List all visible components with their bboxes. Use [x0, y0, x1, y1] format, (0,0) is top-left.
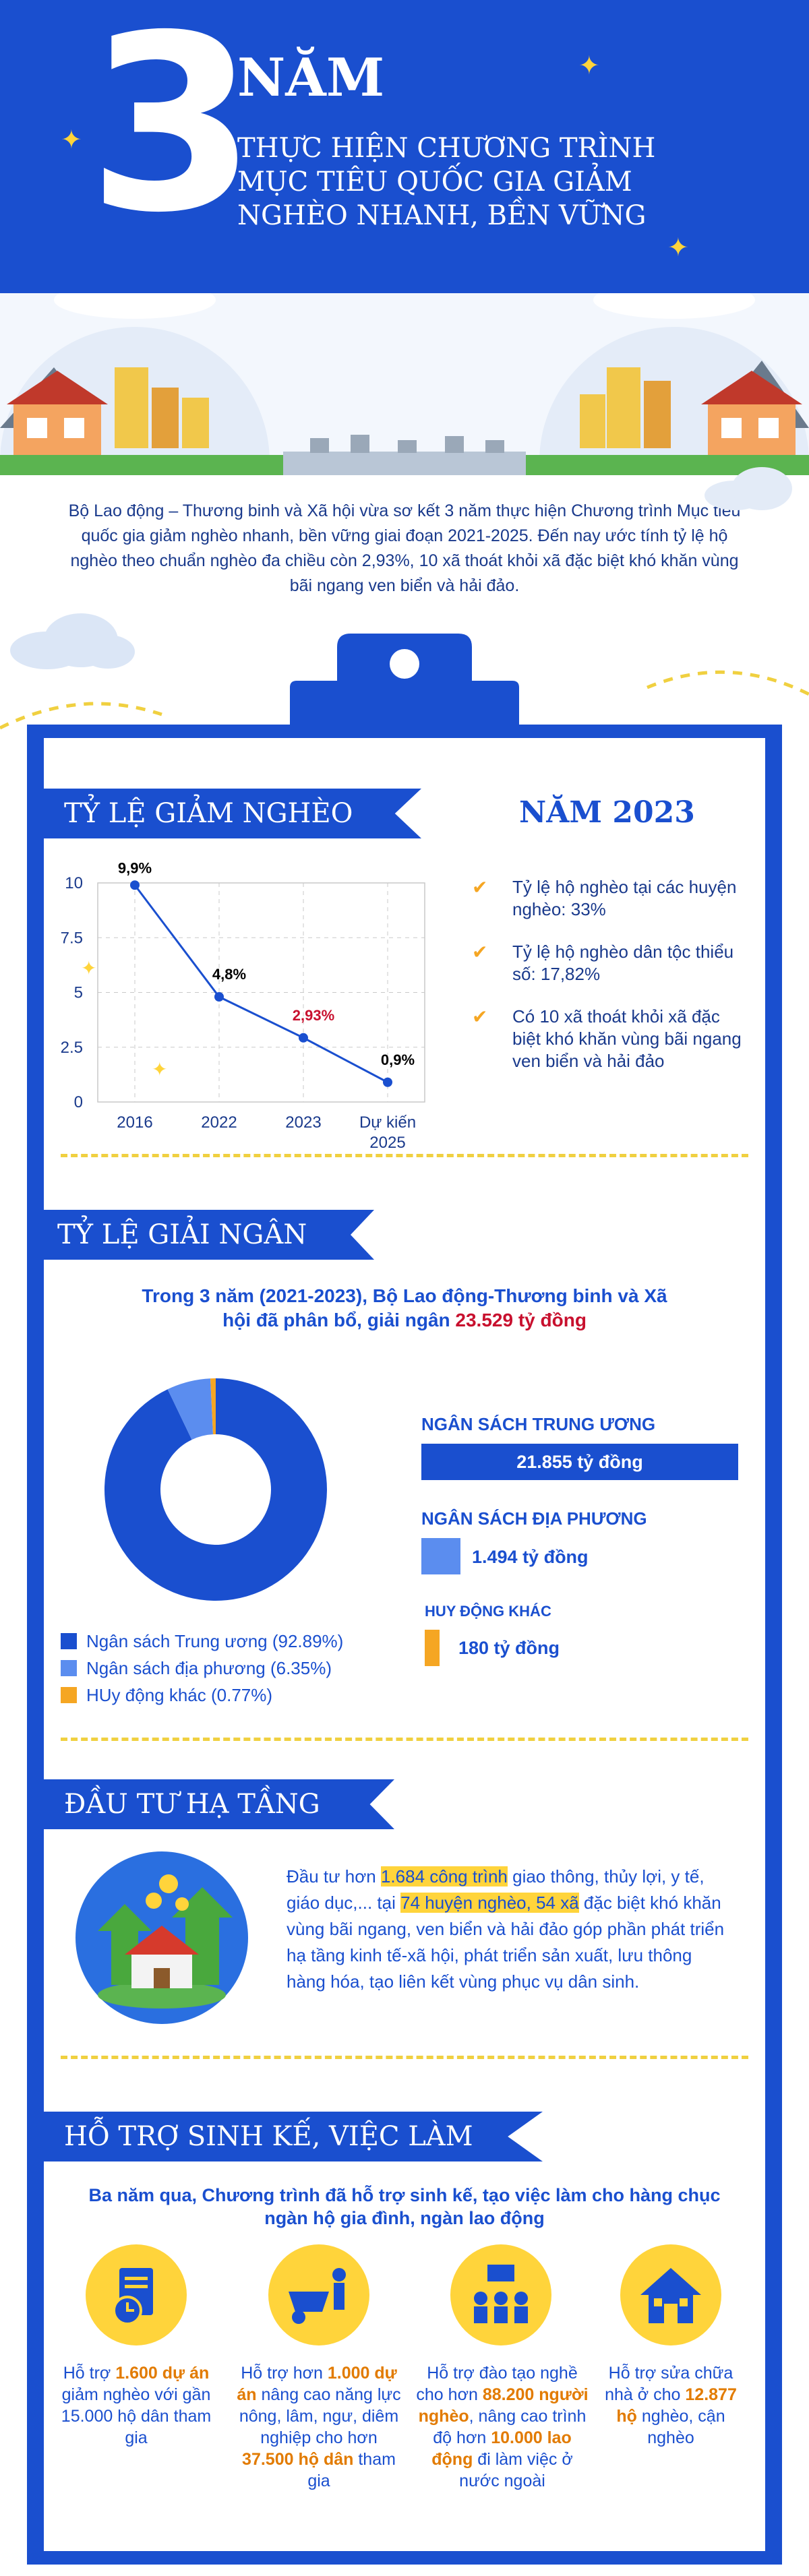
bar-other-funds	[425, 1630, 440, 1666]
support-text: Hỗ trợ sửa chữa nhà ở cho 12.877 hộ nghè…	[605, 2364, 737, 2447]
data-label: 2,93%	[293, 1007, 334, 1024]
bar-label: HUY ĐỘNG KHÁC	[425, 1603, 551, 1620]
section-title-disbursement: TỶ LỆ GIẢI NGÂN	[37, 1210, 374, 1260]
data-label: 4,8%	[212, 966, 246, 983]
donut-slice	[104, 1378, 327, 1601]
poverty-line-chart: 0 2.5 5 7.5 10 9,9% 4,8% 2,93% 0,9% 2016 2022 2023 D…	[61, 859, 425, 1152]
bar-local-budget	[421, 1538, 460, 1574]
divider	[61, 1154, 748, 1157]
x-tick-label: 2025	[369, 1134, 405, 1152]
infrastructure-text: Đầu tư hơn 1.684 công trình giao thông, …	[287, 1866, 725, 1992]
support-text: Hỗ trợ đào tạo nghề cho hơn 88.200 người…	[416, 2364, 589, 2490]
donut-legend: Ngân sách Trung ương (92.89%) Ngân sách …	[61, 1628, 343, 1709]
hero-banner	[0, 0, 809, 293]
highlight-projects: 1.684 công trình	[380, 1866, 508, 1887]
stat-text: Tỷ lệ hộ nghèo dân tộc thiểu số: 17,82%	[512, 942, 734, 984]
wheelbarrow-worker-icon	[268, 2244, 369, 2345]
series-line	[133, 884, 388, 1084]
section-title-infrastructure: ĐẦU TƯ HẠ TẦNG	[44, 1779, 394, 1829]
y-tick-label: 2.5	[61, 1039, 83, 1057]
bar-value: 180 tỷ đồng	[458, 1638, 560, 1658]
bar-label: NGÂN SÁCH TRUNG ƯƠNG	[421, 1414, 656, 1434]
page-title: THỰC HIỆN CHƯƠNG TRÌNH MỤC TIÊU QUỐC GIA…	[237, 133, 656, 231]
list-item: ✔ Có 10 xã thoát khỏi xã đặc biệt khó kh…	[472, 1006, 742, 1072]
y-tick-label: 10	[65, 874, 83, 892]
training-group-icon	[450, 2244, 551, 2345]
y-tick-label: 7.5	[61, 929, 83, 947]
cloud-icon	[701, 465, 796, 512]
big-number: 3	[88, 0, 257, 266]
highlight-districts: 74 huyện nghèo, 54 xã	[400, 1893, 579, 1913]
bar-central-budget: 21.855 tỷ đồng	[421, 1444, 738, 1480]
legend-item: HUy động khác (0.77%)	[61, 1682, 343, 1709]
donut-slice	[167, 1378, 214, 1440]
house-icon	[620, 2244, 721, 2345]
x-tick-label: 2022	[201, 1113, 237, 1132]
divider	[61, 1738, 748, 1741]
village-illustration	[0, 281, 809, 596]
year-word: NĂM	[237, 47, 385, 109]
legend-swatch	[61, 1633, 77, 1649]
total-amount: 23.529 tỷ đồng	[455, 1310, 587, 1330]
x-tick-label: 2023	[285, 1113, 321, 1132]
checkmark-icon: ✔	[472, 1006, 488, 1027]
data-label: 9,9%	[118, 859, 152, 876]
stat-text: Có 10 xã thoát khỏi xã đặc biệt khó khăn…	[512, 1006, 742, 1071]
x-tick-label: Dự kiến	[359, 1113, 416, 1132]
support-text: Hỗ trợ 1.600 dự án giảm nghèo với gần 15…	[61, 2364, 212, 2447]
legend-item: Ngân sách Trung ương (92.89%)	[61, 1628, 343, 1655]
data-label: 0,9%	[381, 1051, 415, 1068]
sparkle-icon: ✦	[61, 126, 82, 154]
livelihood-intro: Ba năm qua, Chương trình đã hỗ trợ sinh …	[88, 2185, 721, 2228]
y-tick-label: 5	[74, 984, 83, 1002]
disbursement-summary: Trong 3 năm (2021-2023), Bộ Lao động-Thư…	[142, 1285, 667, 1330]
list-item: ✔ Tỷ lệ hộ nghèo tại các huyện nghèo: 33…	[472, 876, 742, 921]
data-point	[214, 992, 224, 1002]
checkmark-icon: ✔	[472, 877, 488, 898]
dashed-curve	[0, 670, 809, 730]
section-title-livelihood: HỖ TRỢ SINH KẾ, VIỆC LÀM	[44, 2112, 543, 2161]
list-item: ✔ Tỷ lệ hộ nghèo dân tộc thiểu số: 17,82…	[472, 941, 742, 985]
stat-text: Tỷ lệ hộ nghèo tại các huyện nghèo: 33%	[512, 877, 737, 919]
sparkle-icon: ✦	[81, 958, 97, 979]
data-point	[299, 1033, 308, 1043]
section-title-poverty-rate: TỶ LỆ GIẢM NGHÈO	[44, 789, 421, 838]
divider	[61, 2056, 748, 2059]
y-tick-label: 0	[74, 1093, 83, 1111]
clip-icon	[290, 634, 519, 768]
sparkle-icon: ✦	[152, 1059, 168, 1080]
funding-donut-chart	[104, 1378, 327, 1601]
bar-value: 1.494 tỷ đồng	[472, 1547, 589, 1567]
x-tick-label: 2016	[117, 1113, 152, 1132]
document-clock-icon	[86, 2244, 187, 2345]
house-coins-icon	[74, 1850, 249, 2025]
bar-label: NGÂN SÁCH ĐỊA PHƯƠNG	[421, 1508, 647, 1529]
sparkle-icon: ✦	[667, 234, 689, 262]
legend-item: Ngân sách địa phương (6.35%)	[61, 1655, 343, 1682]
legend-swatch	[61, 1660, 77, 1676]
support-text: Hỗ trợ hơn 1.000 dự án nâng cao năng lực…	[237, 2364, 401, 2490]
data-point	[130, 880, 140, 890]
intro-paragraph: Bộ Lao động – Thương binh và Xã hội vừa …	[68, 501, 741, 595]
clipboard-paper	[44, 738, 765, 2551]
year-title: NĂM 2023	[519, 795, 695, 830]
donut-slice	[210, 1378, 216, 1435]
sparkle-icon: ✦	[578, 52, 600, 80]
legend-swatch	[61, 1687, 77, 1703]
data-point	[383, 1077, 392, 1087]
checkmark-icon: ✔	[472, 942, 488, 962]
stats-list: ✔ Tỷ lệ hộ nghèo tại các huyện nghèo: 33…	[472, 876, 742, 1072]
cloud-icon	[7, 610, 135, 671]
